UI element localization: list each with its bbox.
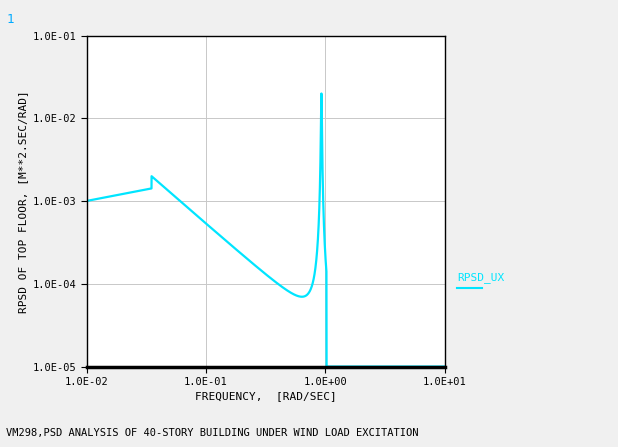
Y-axis label: RPSD OF TOP FLOOR, [M**2.SEC/RAD]: RPSD OF TOP FLOOR, [M**2.SEC/RAD] — [18, 90, 28, 312]
Text: VM298,PSD ANALYSIS OF 40-STORY BUILDING UNDER WIND LOAD EXCITATION: VM298,PSD ANALYSIS OF 40-STORY BUILDING … — [6, 428, 418, 438]
X-axis label: FREQUENCY,  [RAD/SEC]: FREQUENCY, [RAD/SEC] — [195, 391, 337, 401]
Text: 1: 1 — [6, 13, 14, 26]
Text: RPSD_UX: RPSD_UX — [457, 272, 504, 283]
